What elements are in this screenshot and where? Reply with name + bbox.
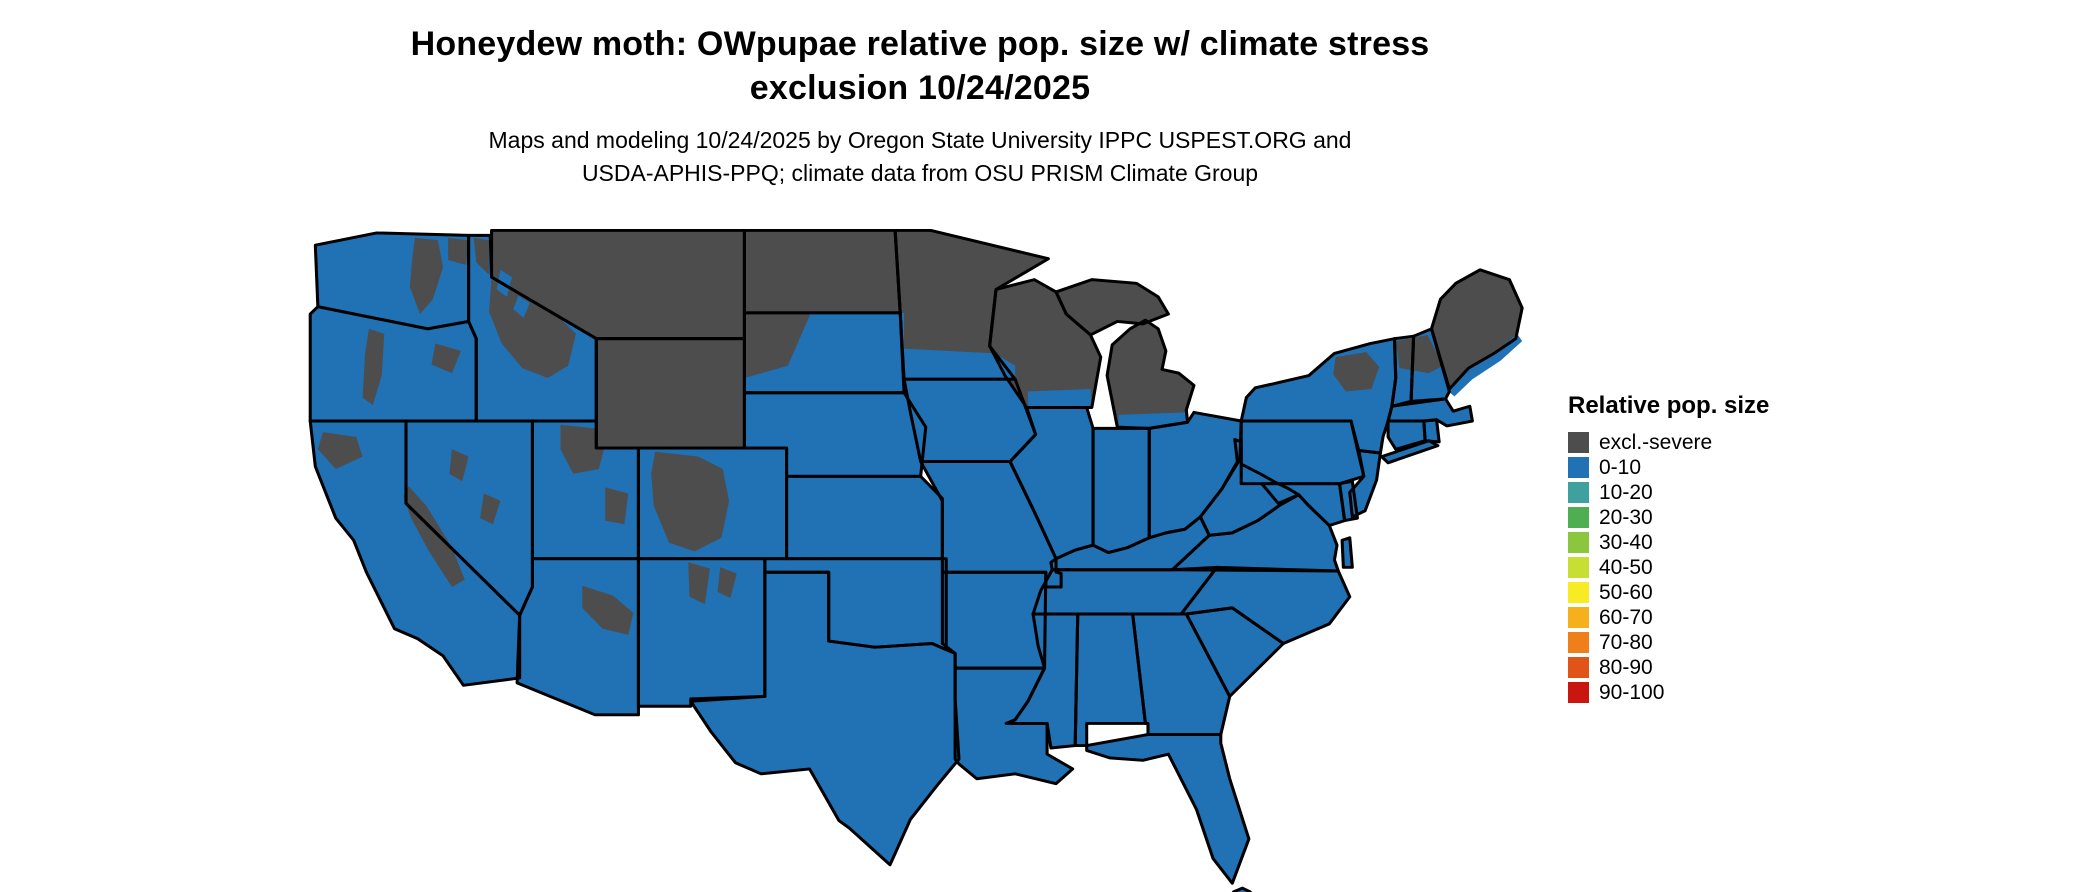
lowpop-patch-mi-south <box>1118 412 1187 428</box>
us-map <box>308 228 1524 892</box>
raster-detail-overlays <box>317 237 1523 635</box>
exclusion-patch-nm-north-2 <box>717 567 737 599</box>
legend: Relative pop. size excl.-severe 0-10 10-20… <box>1568 392 1769 707</box>
exclusion-patch-nv-2 <box>480 493 501 525</box>
legend-item: 60-70 <box>1568 607 1769 628</box>
exclusion-patch-northern-vt-nh <box>1395 334 1443 374</box>
exclusion-patch-ut-southeast <box>605 487 629 525</box>
legend-label: 30-40 <box>1599 531 1653 554</box>
legend-label: 0-10 <box>1599 456 1642 479</box>
legend-item: 30-40 <box>1568 532 1769 553</box>
exclusion-patch-nv-1 <box>449 449 469 482</box>
state-arkansas <box>942 572 1046 669</box>
map-subtitle: Maps and modeling 10/24/2025 by Oregon S… <box>0 124 1840 190</box>
lowpop-patch-mn-south <box>901 348 1016 378</box>
legend-item: excl.-severe <box>1568 432 1769 453</box>
legend-label: 20-30 <box>1599 506 1653 529</box>
exclusion-patch-ca-north <box>317 432 363 469</box>
legend-item: 10-20 <box>1568 482 1769 503</box>
map-subtitle-line1: Maps and modeling 10/24/2025 by Oregon S… <box>488 127 1352 153</box>
exclusion-patch-id-central <box>489 279 576 378</box>
legend-swatch <box>1568 657 1589 678</box>
lowpop-patch-wi-south <box>1027 389 1092 407</box>
lowpop-patch-sd-south-east <box>744 312 905 393</box>
legend-item: 90-100 <box>1568 682 1769 703</box>
map-title-line1: Honeydew moth: OWpupae relative pop. siz… <box>410 25 1430 63</box>
exclusion-patch-id-panhandle <box>473 237 490 275</box>
legend-label: 80-90 <box>1599 656 1653 679</box>
legend-swatch <box>1568 582 1589 603</box>
legend-label: excl.-severe <box>1599 431 1713 454</box>
legend-swatch <box>1568 432 1589 453</box>
legend-swatch <box>1568 682 1589 703</box>
legend-swatch <box>1568 507 1589 528</box>
legend-label: 50-60 <box>1599 581 1653 604</box>
lowpop-patch-me-coast <box>1446 333 1523 397</box>
legend-item: 40-50 <box>1568 557 1769 578</box>
exclusion-patch-wa-northeast <box>448 237 469 265</box>
exclusion-patch-co-rockies <box>651 451 730 552</box>
lowpop-patch-mt-valley-2 <box>513 295 530 318</box>
state-north-dakota <box>744 230 901 313</box>
legend-label: 70-80 <box>1599 631 1653 654</box>
exclusion-patch-wa-cascades <box>409 237 444 315</box>
exclusion-patch-or-blue-mtns <box>431 343 461 374</box>
legend-item: 70-80 <box>1568 632 1769 653</box>
exclusion-patch-ny-adirondacks <box>1333 352 1380 392</box>
exclusion-patch-az-mogollon <box>582 585 634 635</box>
legend-swatch <box>1568 607 1589 628</box>
legend-swatch <box>1568 557 1589 578</box>
legend-title: Relative pop. size <box>1568 392 1770 419</box>
exclusion-patch-ca-sierra <box>403 486 465 587</box>
legend-swatch <box>1568 457 1589 478</box>
legend-label: 40-50 <box>1599 556 1653 579</box>
state-kansas <box>786 476 943 559</box>
legend-item: 20-30 <box>1568 507 1769 528</box>
state-indiana <box>1093 428 1150 553</box>
map-title-line2: exclusion 10/24/2025 <box>749 69 1091 107</box>
legend-label: 60-70 <box>1599 606 1653 629</box>
legend-swatch <box>1568 482 1589 503</box>
legend-label: 10-20 <box>1599 481 1653 504</box>
exclusion-patch-ut-north <box>560 424 606 474</box>
state-fills <box>310 230 1523 892</box>
state-wyoming <box>596 338 745 449</box>
header: Honeydew moth: OWpupae relative pop. siz… <box>0 22 1840 190</box>
legend-item: 50-60 <box>1568 582 1769 603</box>
exclusion-patch-nm-north-1 <box>688 562 710 605</box>
legend-swatch <box>1568 532 1589 553</box>
exclusion-patch-or-cascades <box>362 328 385 406</box>
map-subtitle-line2: USDA-APHIS-PPQ; climate data from OSU PR… <box>581 160 1259 186</box>
legend-items: excl.-severe 0-10 10-20 20-30 30-40 40-50 50-6… <box>1568 432 1769 703</box>
legend-label: 90-100 <box>1599 681 1665 704</box>
legend-item: 0-10 <box>1568 457 1769 478</box>
legend-item: 80-90 <box>1568 657 1769 678</box>
legend-swatch <box>1568 632 1589 653</box>
